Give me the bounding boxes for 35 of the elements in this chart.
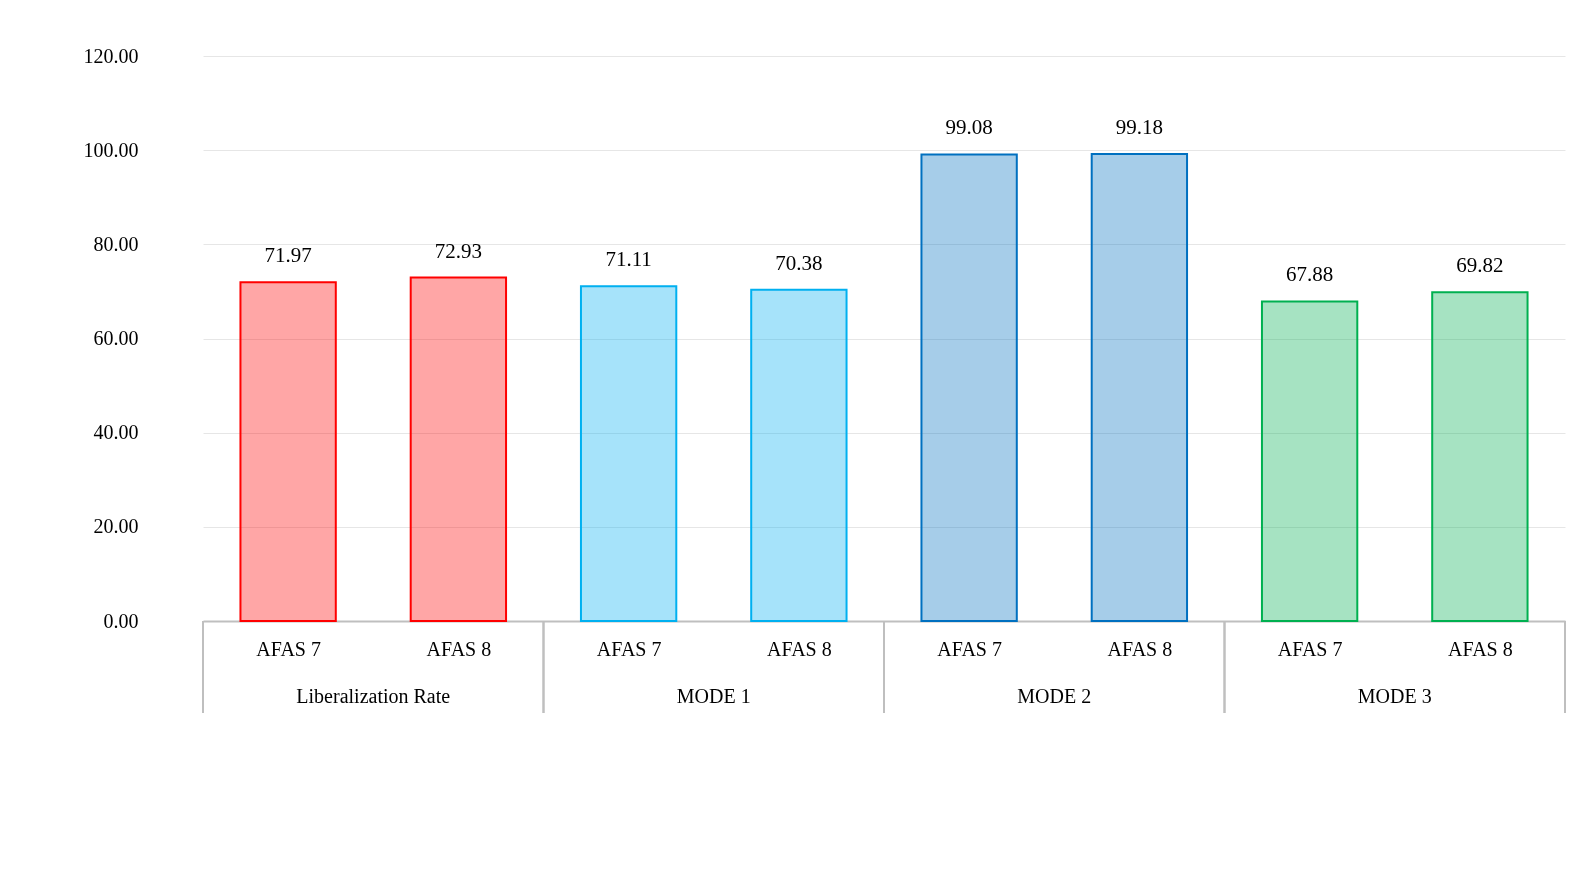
bar <box>1260 300 1359 622</box>
bar <box>1431 291 1529 622</box>
text: MODE 2 <box>1017 685 1092 707</box>
x-tick-label: AFAS 7 <box>937 637 1002 660</box>
y-tick-label: 100.00 <box>83 138 139 161</box>
y-tick-label: 40.00 <box>93 421 139 444</box>
y-tick-label: 120.00 <box>83 44 139 67</box>
data-label: 99.18 <box>1115 115 1163 140</box>
x-tick-label: AFAS 7 <box>256 637 321 660</box>
y-tick-label: 20.00 <box>93 515 139 538</box>
bar <box>920 153 1018 622</box>
x-tick-label: AFAS 8 <box>1448 637 1513 660</box>
bar <box>579 285 678 622</box>
text: MODE 3 <box>1357 685 1432 707</box>
x-tick-label: AFAS 7 <box>1277 637 1343 660</box>
y-tick-label: 0.00 <box>103 609 139 632</box>
x-tick-label: AFAS 8 <box>767 637 832 660</box>
text: MODE 1 <box>676 685 751 707</box>
bar <box>409 276 508 622</box>
data-label: 71.97 <box>264 243 312 268</box>
text: Liberalization Rate <box>296 685 451 707</box>
data-label: 70.38 <box>775 250 823 275</box>
x-tick-label: AFAS 7 <box>596 637 662 660</box>
x-tick-label: AFAS 8 <box>1107 637 1173 660</box>
data-label: 71.11 <box>605 247 652 272</box>
bar <box>750 288 848 622</box>
y-tick-label: 80.00 <box>93 232 139 255</box>
y-tick-label: 60.00 <box>93 327 139 349</box>
data-label: 99.08 <box>945 115 993 140</box>
bar <box>239 281 337 622</box>
data-label: 67.88 <box>1286 262 1334 287</box>
data-label: 72.93 <box>434 238 482 263</box>
x-tick-label: AFAS 8 <box>426 637 492 660</box>
data-label: 69.82 <box>1456 253 1504 278</box>
bar <box>1090 153 1189 622</box>
